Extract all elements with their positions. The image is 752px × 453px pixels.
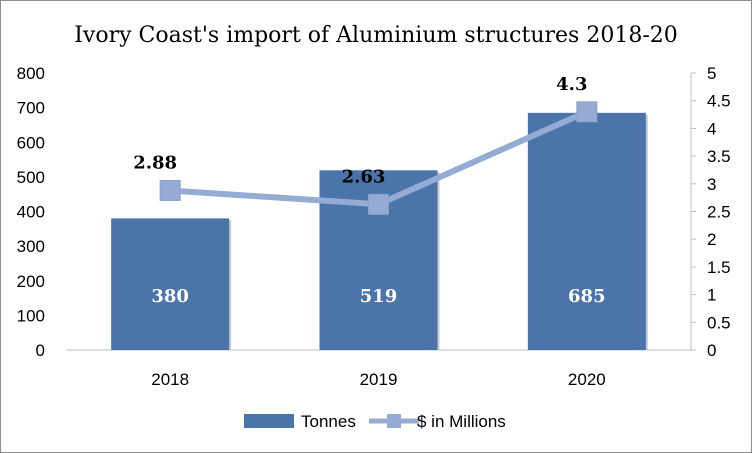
category-label: 2020 [568, 370, 606, 389]
legend: Tonnes $ in Millions [244, 412, 506, 431]
bar-tonnes-2020 [527, 112, 646, 350]
point-value-label: 2.63 [342, 166, 386, 187]
right-axis: 0 0.5 1 1.5 2 2.5 3 3.5 4 4.5 5 [690, 64, 731, 360]
chart-title: Ivory Coast's import of Aluminium struct… [74, 23, 678, 48]
left-axis-tick-label: 300 [17, 237, 45, 256]
right-axis-tick-label: 0.5 [707, 313, 731, 332]
right-axis-tick-label: 2 [707, 230, 716, 249]
left-axis-tick-label: 400 [17, 203, 45, 222]
right-axis-tick-label: 3.5 [707, 147, 731, 166]
right-axis-tick-label: 5 [707, 64, 716, 83]
bar-value-label: 380 [151, 286, 189, 307]
right-axis-tick-label: 4.5 [707, 92, 731, 111]
point-value-label: 4.3 [556, 74, 587, 95]
left-axis-tick-label: 100 [17, 306, 45, 325]
point-data-labels: 2.88 2.63 4.3 [133, 74, 587, 188]
line-series-usd-millions [159, 101, 598, 215]
right-axis-tick-label: 1.5 [707, 258, 731, 277]
legend-swatch-tonnes [244, 414, 294, 428]
line-point-marker [576, 101, 598, 123]
right-axis-tick-label: 3 [707, 175, 716, 194]
bar-value-label: 685 [568, 286, 606, 307]
left-axis-tick-label: 600 [17, 133, 45, 152]
right-axis-tick-label: 0 [707, 341, 716, 360]
left-axis-tick-label: 800 [17, 64, 45, 83]
category-label: 2019 [360, 370, 398, 389]
left-axis-tick-label: 700 [17, 99, 45, 118]
bar-data-labels: 380 519 685 [151, 286, 605, 307]
category-labels: 2018 2019 2020 [151, 370, 605, 389]
legend-swatch-usd-marker [387, 414, 401, 428]
line-point-marker [368, 193, 389, 215]
right-axis-tick-label: 1 [707, 286, 716, 305]
right-axis-tick-label: 2.5 [707, 203, 731, 222]
legend-label-usd-millions: $ in Millions [417, 412, 506, 431]
bar-tonnes-2018 [111, 218, 230, 350]
left-axis-tick-label: 200 [17, 272, 45, 291]
point-value-label: 2.88 [133, 152, 177, 173]
right-axis-tick-label: 4 [707, 119, 716, 138]
left-axis-tick-label: 500 [17, 168, 45, 187]
left-axis: 0 100 200 300 400 500 600 700 800 [17, 64, 45, 360]
line-point-marker [159, 179, 181, 201]
bar-value-label: 519 [360, 286, 398, 307]
category-label: 2018 [151, 370, 189, 389]
legend-label-tonnes: Tonnes [301, 412, 356, 431]
left-axis-tick-label: 0 [36, 341, 45, 360]
bar-series-tonnes [111, 112, 648, 350]
